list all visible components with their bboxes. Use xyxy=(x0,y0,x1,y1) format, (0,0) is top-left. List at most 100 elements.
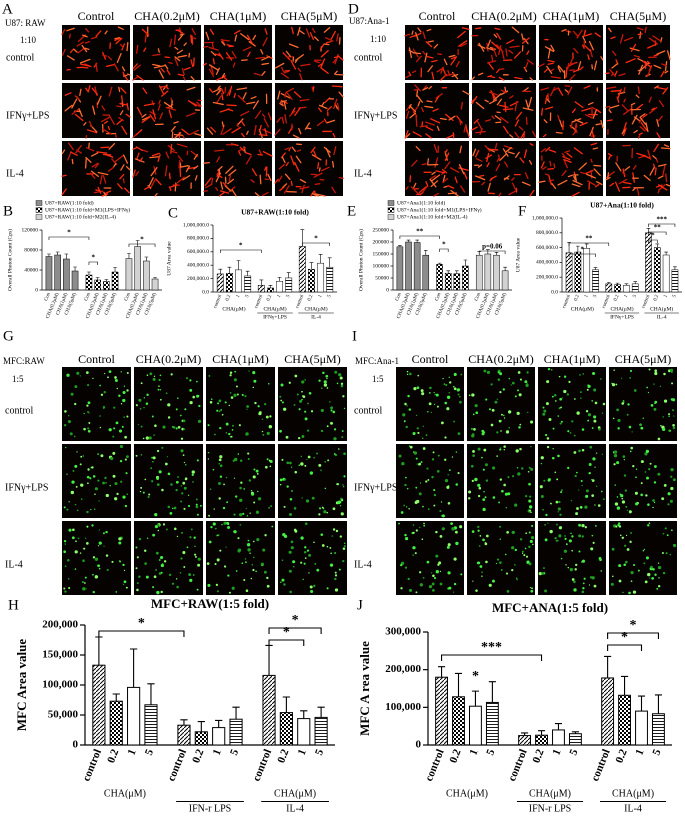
cell-texture xyxy=(261,418,264,421)
cell-texture xyxy=(568,539,572,543)
cell-texture xyxy=(439,510,442,513)
y-tick-label: 200,000 xyxy=(385,663,421,675)
cell-texture xyxy=(76,509,79,512)
cell-texture xyxy=(334,574,338,577)
cell-texture xyxy=(538,63,545,68)
cell-texture xyxy=(280,399,283,402)
cell-texture xyxy=(441,168,448,174)
cell-texture xyxy=(80,455,83,458)
cell-texture xyxy=(338,448,340,450)
cell-texture xyxy=(108,370,112,374)
cell-texture xyxy=(601,490,603,493)
x-tick-label: control xyxy=(251,748,275,783)
error-bar xyxy=(624,283,629,286)
cell-texture xyxy=(656,50,666,55)
cell-texture xyxy=(94,162,100,169)
cell-texture xyxy=(474,27,482,30)
cell-texture xyxy=(324,43,330,46)
cell-texture xyxy=(570,122,573,129)
cell-texture xyxy=(233,530,235,533)
cell-texture xyxy=(251,492,255,496)
cell-texture xyxy=(403,504,406,507)
cell-texture xyxy=(606,119,613,122)
cell-texture xyxy=(316,568,320,572)
cell-texture xyxy=(485,534,489,538)
cell-texture xyxy=(648,106,658,114)
cell-texture xyxy=(412,531,415,534)
cell-texture xyxy=(667,492,671,496)
cell-texture xyxy=(562,155,571,161)
cell-texture xyxy=(543,479,546,482)
cell-texture xyxy=(523,87,529,92)
cell-texture xyxy=(433,489,436,492)
cell-texture xyxy=(582,587,585,590)
cell-texture xyxy=(647,572,651,577)
cell-texture xyxy=(625,505,628,508)
cell-texture xyxy=(485,154,493,159)
cell-texture xyxy=(137,424,140,426)
column-header: Control xyxy=(412,352,449,366)
cell-texture xyxy=(415,529,418,532)
cell-texture xyxy=(286,87,295,93)
cell-texture xyxy=(498,104,509,108)
cell-texture xyxy=(414,552,417,555)
cell-texture xyxy=(432,108,439,112)
cell-texture xyxy=(240,120,246,127)
cell-texture xyxy=(277,90,281,100)
cell-texture xyxy=(408,408,412,411)
y-tick-label: 0 xyxy=(386,287,389,293)
cell-texture xyxy=(611,547,615,551)
cell-texture xyxy=(293,403,296,406)
significance-label: *** xyxy=(481,640,502,655)
error-bar xyxy=(309,262,314,270)
cell-texture xyxy=(136,556,139,559)
panel-letter: H xyxy=(8,597,19,613)
cell-texture xyxy=(182,550,186,555)
cell-texture xyxy=(651,576,654,580)
cell-texture xyxy=(654,573,657,576)
cell-texture xyxy=(336,102,340,111)
cell-texture xyxy=(118,116,124,122)
cell-texture xyxy=(530,467,534,471)
cell-texture xyxy=(171,507,174,510)
cell-texture xyxy=(64,92,72,96)
cell-texture xyxy=(218,458,222,462)
cell-texture xyxy=(313,150,317,158)
cell-texture xyxy=(453,582,457,586)
cell-texture xyxy=(229,374,232,377)
cell-texture xyxy=(189,578,193,582)
cell-texture xyxy=(294,161,300,172)
cell-texture xyxy=(187,100,197,107)
micrograph xyxy=(538,367,606,441)
cell-texture xyxy=(176,535,179,538)
cell-texture xyxy=(97,186,102,194)
cell-texture xyxy=(227,178,235,185)
cell-texture xyxy=(594,466,596,468)
cell-texture xyxy=(250,96,257,100)
cell-texture xyxy=(587,384,591,388)
cell-texture xyxy=(529,509,532,512)
cell-texture xyxy=(85,371,89,374)
cell-texture xyxy=(609,104,620,109)
cell-texture xyxy=(205,31,210,40)
cell-texture xyxy=(85,588,87,590)
cell-texture xyxy=(654,400,658,404)
cell-texture xyxy=(79,88,82,97)
cell-texture xyxy=(171,582,175,585)
cell-texture xyxy=(554,536,557,540)
cell-texture xyxy=(343,545,346,548)
cell-texture xyxy=(514,503,518,507)
cell-texture xyxy=(596,485,598,487)
cell-texture xyxy=(449,167,460,173)
cell-texture xyxy=(125,113,131,118)
cell-texture xyxy=(426,100,433,103)
cell-texture xyxy=(594,401,598,405)
micrograph xyxy=(405,141,469,196)
cell-texture xyxy=(212,101,224,106)
cell-texture xyxy=(117,183,123,190)
cell-texture xyxy=(325,40,332,44)
cell-texture xyxy=(307,402,309,405)
y-tick-label: 50,000 xyxy=(48,709,79,721)
error-bar xyxy=(576,245,580,253)
cell-texture xyxy=(190,528,193,531)
